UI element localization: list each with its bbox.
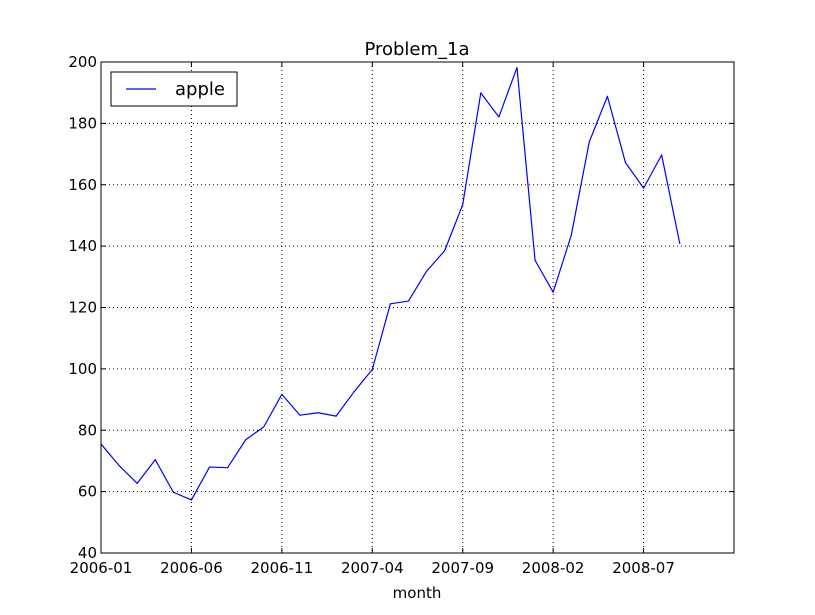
data-point bbox=[227, 467, 229, 469]
data-point bbox=[335, 415, 337, 417]
x-tick-label: 2006-06 bbox=[160, 559, 223, 577]
data-point bbox=[425, 270, 428, 272]
data-point bbox=[281, 393, 283, 395]
x-tick-label: 2007-04 bbox=[341, 559, 404, 577]
data-point bbox=[534, 259, 536, 261]
y-tick-label: 100 bbox=[68, 360, 97, 378]
x-tick-label: 2007-09 bbox=[431, 559, 494, 577]
y-tick-label: 40 bbox=[78, 544, 97, 562]
y-tick-label: 80 bbox=[78, 421, 97, 439]
data-point bbox=[208, 466, 211, 468]
data-point bbox=[679, 242, 681, 244]
series-layer bbox=[100, 66, 681, 501]
data-point bbox=[642, 187, 645, 189]
data-point bbox=[317, 412, 319, 414]
data-point bbox=[407, 300, 410, 302]
data-point bbox=[588, 141, 590, 143]
data-point bbox=[516, 66, 518, 69]
legend: apple bbox=[110, 71, 238, 107]
y-tick-label: 160 bbox=[68, 176, 97, 194]
y-tick-label: 120 bbox=[68, 299, 97, 317]
data-point bbox=[118, 464, 120, 467]
x-tick-label: 2006-01 bbox=[70, 559, 133, 577]
data-point bbox=[480, 92, 482, 94]
chart-title: Problem_1a bbox=[364, 39, 469, 60]
data-point bbox=[190, 499, 193, 501]
data-point bbox=[353, 390, 355, 393]
data-point bbox=[172, 491, 174, 493]
data-point bbox=[389, 303, 391, 305]
x-tick-label: 2006-11 bbox=[251, 559, 314, 577]
grid bbox=[101, 62, 734, 553]
data-point bbox=[444, 250, 446, 252]
data-point bbox=[570, 234, 572, 236]
x-axis-label: month bbox=[393, 584, 442, 602]
data-point bbox=[661, 154, 663, 156]
data-point bbox=[154, 459, 156, 461]
y-tick-label: 60 bbox=[78, 483, 97, 501]
y-tick-label: 180 bbox=[68, 114, 97, 132]
data-point bbox=[462, 204, 464, 206]
x-tick-label: 2008-02 bbox=[522, 559, 585, 577]
data-point bbox=[299, 414, 301, 416]
data-point bbox=[263, 426, 265, 428]
data-point bbox=[136, 482, 138, 484]
y-tick-label: 200 bbox=[68, 53, 97, 71]
data-point bbox=[552, 291, 554, 293]
data-point bbox=[498, 116, 500, 118]
data-point bbox=[606, 95, 609, 97]
y-tick-label: 140 bbox=[68, 237, 97, 255]
legend-label-apple: apple bbox=[175, 79, 225, 100]
ticks: 40 60 80 100 120 140 160 180 200 2006-01 2006-06 20… bbox=[68, 53, 734, 577]
data-point bbox=[245, 439, 247, 441]
x-tick-label: 2008-07 bbox=[612, 559, 675, 577]
data-point bbox=[371, 368, 373, 371]
data-point bbox=[624, 162, 627, 164]
